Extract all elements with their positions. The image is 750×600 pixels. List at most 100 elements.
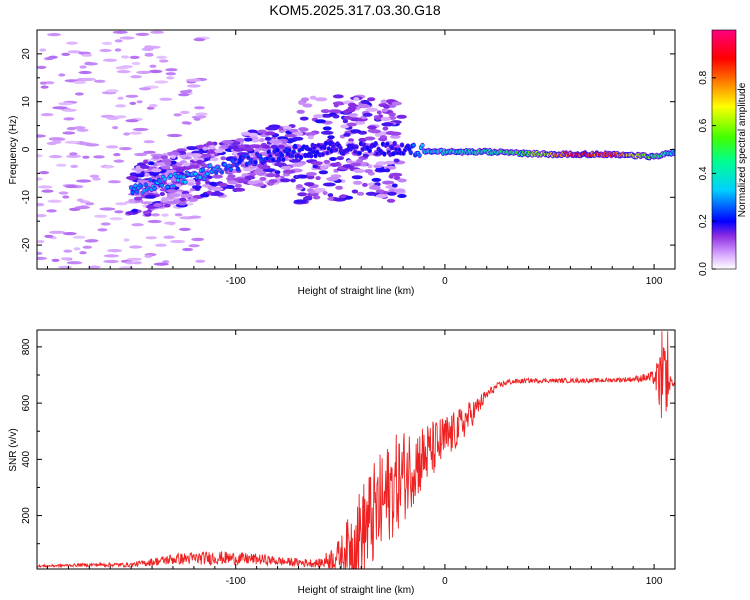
spectrogram-band-cell: [396, 114, 407, 119]
spectrogram-band-cell: [187, 197, 199, 202]
spectrogram-noise-cell: [85, 202, 95, 206]
spectrogram-noise-cell: [114, 210, 124, 214]
spectrogram-noise-cell: [162, 260, 170, 264]
snr-ytick-label: 800: [21, 338, 32, 355]
spectrogram-band-cell: [368, 185, 381, 190]
spectrogram-noise-cell: [188, 244, 200, 248]
snr-line-series: [37, 331, 675, 569]
spectrogram-band-cell: [244, 175, 256, 180]
spectrogram-band-cell: [314, 97, 328, 102]
spectrogram-noise-cell: [148, 69, 163, 74]
spectrogram-noise-cell: [70, 164, 79, 168]
spectrogram-band-cell: [327, 135, 335, 140]
spectrogram-band-cell: [346, 159, 353, 164]
spectrogram-ridge-cell: [327, 147, 331, 151]
spectrogram-noise-cell: [181, 121, 190, 125]
spectrogram-xtick-label: -100: [226, 276, 246, 287]
spectrogram-noise-cell: [123, 238, 130, 242]
spectrogram-noise-cell: [114, 39, 123, 43]
spectrogram-band-cell: [226, 176, 236, 181]
spectrogram-noise-cell: [173, 113, 182, 117]
spectrogram-band-cell: [375, 189, 385, 194]
spectrogram-ridge-cell: [390, 146, 394, 150]
spectrogram-ridge-cell: [290, 154, 294, 158]
spectrogram-band-cell: [315, 176, 321, 181]
spectrogram-noise-cell: [130, 75, 143, 79]
spectrogram-ridge-cell: [237, 160, 242, 164]
spectrogram-band-cell: [381, 108, 388, 113]
spectrogram-band-cell: [298, 101, 305, 105]
colorbar-gradient: [712, 30, 736, 269]
spectrogram-band-cell: [389, 172, 403, 177]
spectrogram-noise-cell: [88, 265, 101, 269]
spectrogram-noise-cell: [125, 119, 139, 123]
spectrogram-band-cell: [269, 140, 283, 144]
spectrogram-band-cell: [140, 164, 150, 169]
spectrogram-noise-cell: [159, 97, 173, 101]
spectrogram-band-cell: [340, 124, 350, 129]
spectrogram-band-cell: [284, 133, 298, 138]
spectrogram-frame: [36, 29, 676, 270]
spectrogram-noise-cell: [49, 230, 65, 234]
spectrogram-noise-cell: [121, 55, 129, 59]
spectrogram-noise-cell: [112, 126, 119, 130]
spectrogram-noise-cell: [79, 251, 87, 255]
spectrogram-noise-cell: [73, 126, 86, 130]
colorbar-tick-label: 0.4: [698, 166, 709, 180]
spectrogram-band-cell: [346, 122, 357, 127]
spectrogram-band-cell: [291, 162, 304, 167]
spectrogram-noise-cell: [93, 155, 105, 159]
spectrogram-noise-cell: [100, 222, 111, 226]
spectrogram-noise-cell: [84, 62, 98, 66]
spectrogram-ridge-cell: [235, 163, 239, 167]
spectrogram-band-cell: [328, 196, 334, 201]
spectrogram-band-cell: [268, 179, 278, 184]
spectrogram-band-cell: [290, 178, 296, 183]
spectrogram-band-cell: [170, 154, 177, 159]
spectrogram-noise-cell: [47, 199, 62, 203]
spectrogram-ridge-cell: [412, 143, 416, 147]
spectrogram-xtick-label: 100: [646, 276, 663, 287]
spectrogram-ridge-cell: [317, 143, 321, 147]
spectrogram-band-cell: [375, 193, 388, 198]
spectrogram-noise-cell: [74, 92, 84, 96]
spectrogram-band-cell: [312, 164, 319, 169]
colorbar-frame: [711, 29, 737, 270]
spectrogram-noise-cell: [140, 201, 155, 205]
spectrogram-band-cell: [380, 99, 388, 104]
spectrogram-ridge-cell: [314, 154, 318, 158]
spectrogram-ridge-cell: [176, 178, 180, 182]
spectrogram-band-cell: [179, 154, 187, 159]
spectrogram-noise-cell: [62, 232, 77, 236]
spectrogram-band-cell: [134, 173, 145, 178]
spectrogram-band-cell: [336, 156, 345, 161]
spectrogram-band-cell: [221, 140, 234, 144]
spectrogram-noise-cell: [129, 245, 143, 249]
spectrogram-band-cell: [322, 126, 332, 131]
spectrogram-band-cell: [196, 159, 204, 164]
spectrogram-band-cell: [163, 203, 171, 208]
spectrogram-band-cell: [303, 196, 309, 201]
spectrogram-noise-cell: [66, 127, 77, 131]
spectrogram-band-cell: [362, 153, 369, 158]
spectrogram-band-cell: [306, 175, 315, 180]
spectrogram-noise-cell: [41, 189, 54, 193]
spectrogram-band-cell: [305, 103, 312, 108]
spectrogram-band-cell: [309, 189, 316, 194]
spectrogram-ridge-cell: [407, 147, 411, 151]
spectrogram-noise-cell: [78, 70, 92, 75]
spectrogram-noise-cell: [116, 70, 131, 74]
spectrogram-noise-cell: [76, 179, 92, 183]
spectrogram-ridge-cell: [254, 160, 258, 164]
spectrogram-noise-cell: [48, 155, 63, 159]
spectrogram-band-cell: [186, 146, 198, 151]
spectrogram-noise-cell: [84, 143, 100, 147]
spectrogram-band-cell: [298, 127, 308, 132]
spectrogram-noise-cell: [131, 223, 144, 227]
spectrogram-band-cell: [391, 101, 402, 106]
spectrogram-ridge-cell: [194, 172, 198, 176]
spectrogram-band-cell: [348, 113, 358, 118]
spectrogram-band-cell: [299, 116, 309, 121]
spectrogram-ridge-cell: [368, 149, 372, 153]
